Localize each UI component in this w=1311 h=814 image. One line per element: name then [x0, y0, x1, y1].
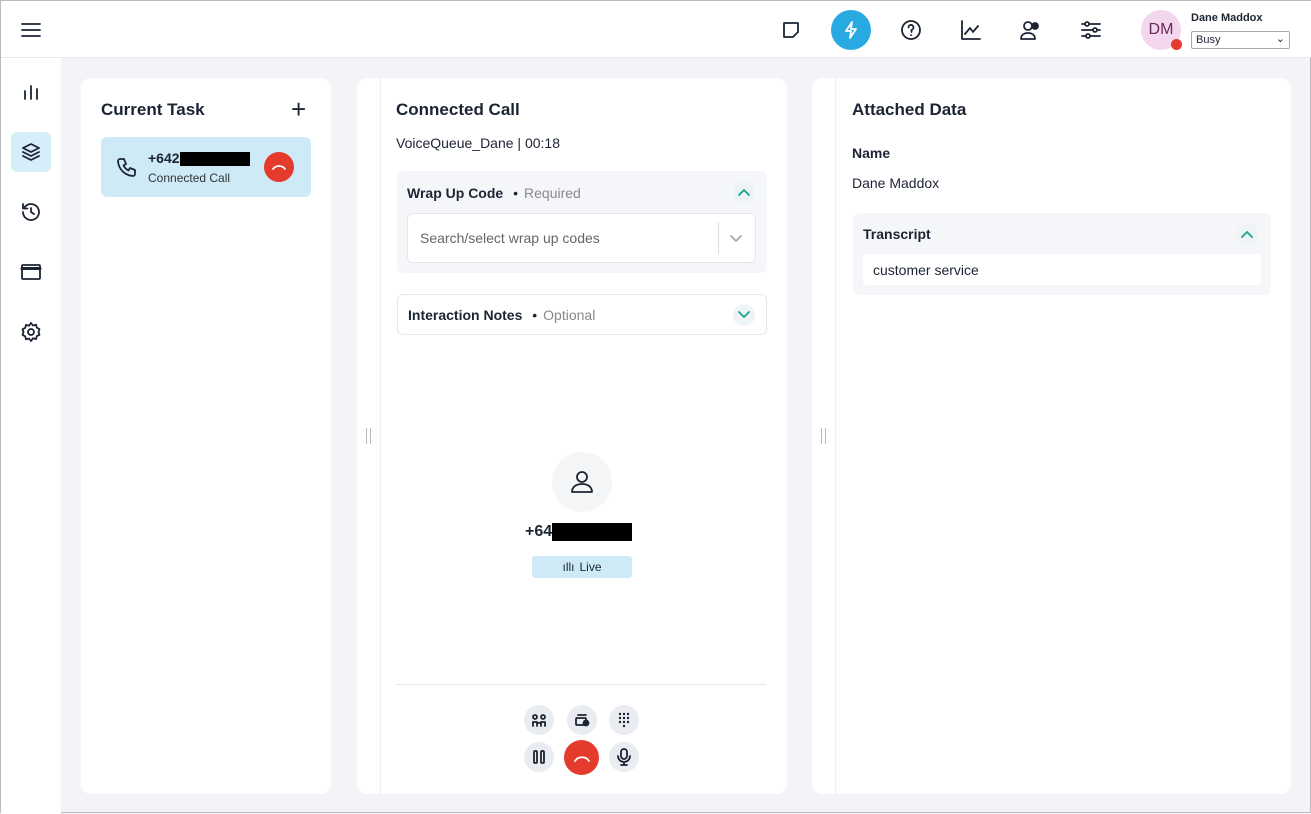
- help-icon[interactable]: [898, 17, 924, 43]
- phone-icon: [115, 155, 139, 179]
- status-select[interactable]: Busy ⌄: [1191, 31, 1290, 49]
- hold-button[interactable]: [524, 742, 554, 772]
- connected-call-panel: Connected Call VoiceQueue_Dane | 00:18 W…: [357, 78, 787, 794]
- sliders-icon[interactable]: [1078, 17, 1104, 43]
- status-dot: [1171, 39, 1182, 50]
- task-status: Connected Call: [148, 171, 231, 185]
- users-icon[interactable]: [1018, 17, 1044, 43]
- wrap-up-select[interactable]: Search/select wrap up codes: [407, 213, 756, 263]
- layers-icon[interactable]: [11, 132, 51, 172]
- name-label: Name: [852, 145, 891, 161]
- window-icon[interactable]: [11, 258, 51, 286]
- end-call-button[interactable]: [564, 740, 599, 775]
- divider: [396, 684, 766, 685]
- lightning-icon[interactable]: [831, 10, 871, 50]
- wrap-up-label: Wrap Up Code • Required: [407, 185, 581, 201]
- transfer-button[interactable]: [567, 705, 597, 735]
- interaction-notes-section[interactable]: Interaction Notes • Optional: [397, 294, 767, 335]
- sidebar: [1, 58, 61, 814]
- resize-handle[interactable]: [366, 428, 371, 444]
- current-task-panel: Current Task + +642 Connected Call: [81, 78, 331, 794]
- divider: [835, 78, 836, 794]
- transcript-label: Transcript: [863, 226, 931, 242]
- user-name: Dane Maddox: [1191, 12, 1263, 24]
- waveform-icon: ıllı: [562, 560, 575, 574]
- end-call-button[interactable]: [264, 152, 294, 182]
- queue-info: VoiceQueue_Dane | 00:18: [396, 135, 560, 151]
- live-badge: ıllı Live: [532, 556, 632, 578]
- resize-handle[interactable]: [821, 428, 826, 444]
- panel-title: Attached Data: [852, 100, 967, 119]
- task-phone: +642: [148, 150, 250, 167]
- menu-icon[interactable]: [19, 18, 43, 42]
- sticky-note-icon[interactable]: [778, 17, 804, 43]
- panel-title: Connected Call: [396, 100, 520, 119]
- panel-title: Current Task: [101, 100, 205, 119]
- conference-button[interactable]: [524, 705, 554, 735]
- keypad-button[interactable]: [609, 705, 639, 735]
- redacted-block: [179, 152, 250, 167]
- caller-phone: +64: [525, 523, 633, 541]
- notes-label: Interaction Notes • Optional: [408, 307, 596, 323]
- task-card[interactable]: +642 Connected Call: [101, 137, 311, 197]
- chevron-down-icon[interactable]: [733, 304, 755, 326]
- avatar[interactable]: DM: [1141, 10, 1182, 50]
- gear-icon[interactable]: [11, 318, 51, 346]
- name-value: Dane Maddox: [852, 175, 940, 191]
- bar-chart-icon[interactable]: [11, 78, 51, 106]
- chevron-up-icon[interactable]: [1236, 223, 1258, 245]
- chevron-down-icon: [726, 230, 746, 248]
- chart-line-icon[interactable]: [958, 17, 984, 43]
- caller-avatar: [552, 452, 612, 512]
- attached-data-panel: Attached Data Name Dane Maddox Transcrip…: [812, 78, 1291, 794]
- divider: [380, 78, 381, 794]
- history-icon[interactable]: [11, 198, 51, 226]
- add-task-button[interactable]: +: [291, 94, 307, 124]
- transcript-section: Transcript customer service: [853, 213, 1271, 295]
- mute-button[interactable]: [609, 742, 639, 772]
- wrap-up-placeholder: Search/select wrap up codes: [420, 230, 600, 246]
- chevron-up-icon[interactable]: [733, 181, 755, 203]
- chevron-down-icon: ⌄: [1275, 33, 1285, 45]
- wrap-up-section: Wrap Up Code • Required Search/select wra…: [397, 171, 767, 273]
- transcript-value-box: customer service: [863, 254, 1261, 285]
- transcript-value: customer service: [873, 262, 979, 278]
- top-bar: DM Dane Maddox Busy ⌄: [1, 1, 1311, 58]
- redacted-block: [552, 523, 633, 541]
